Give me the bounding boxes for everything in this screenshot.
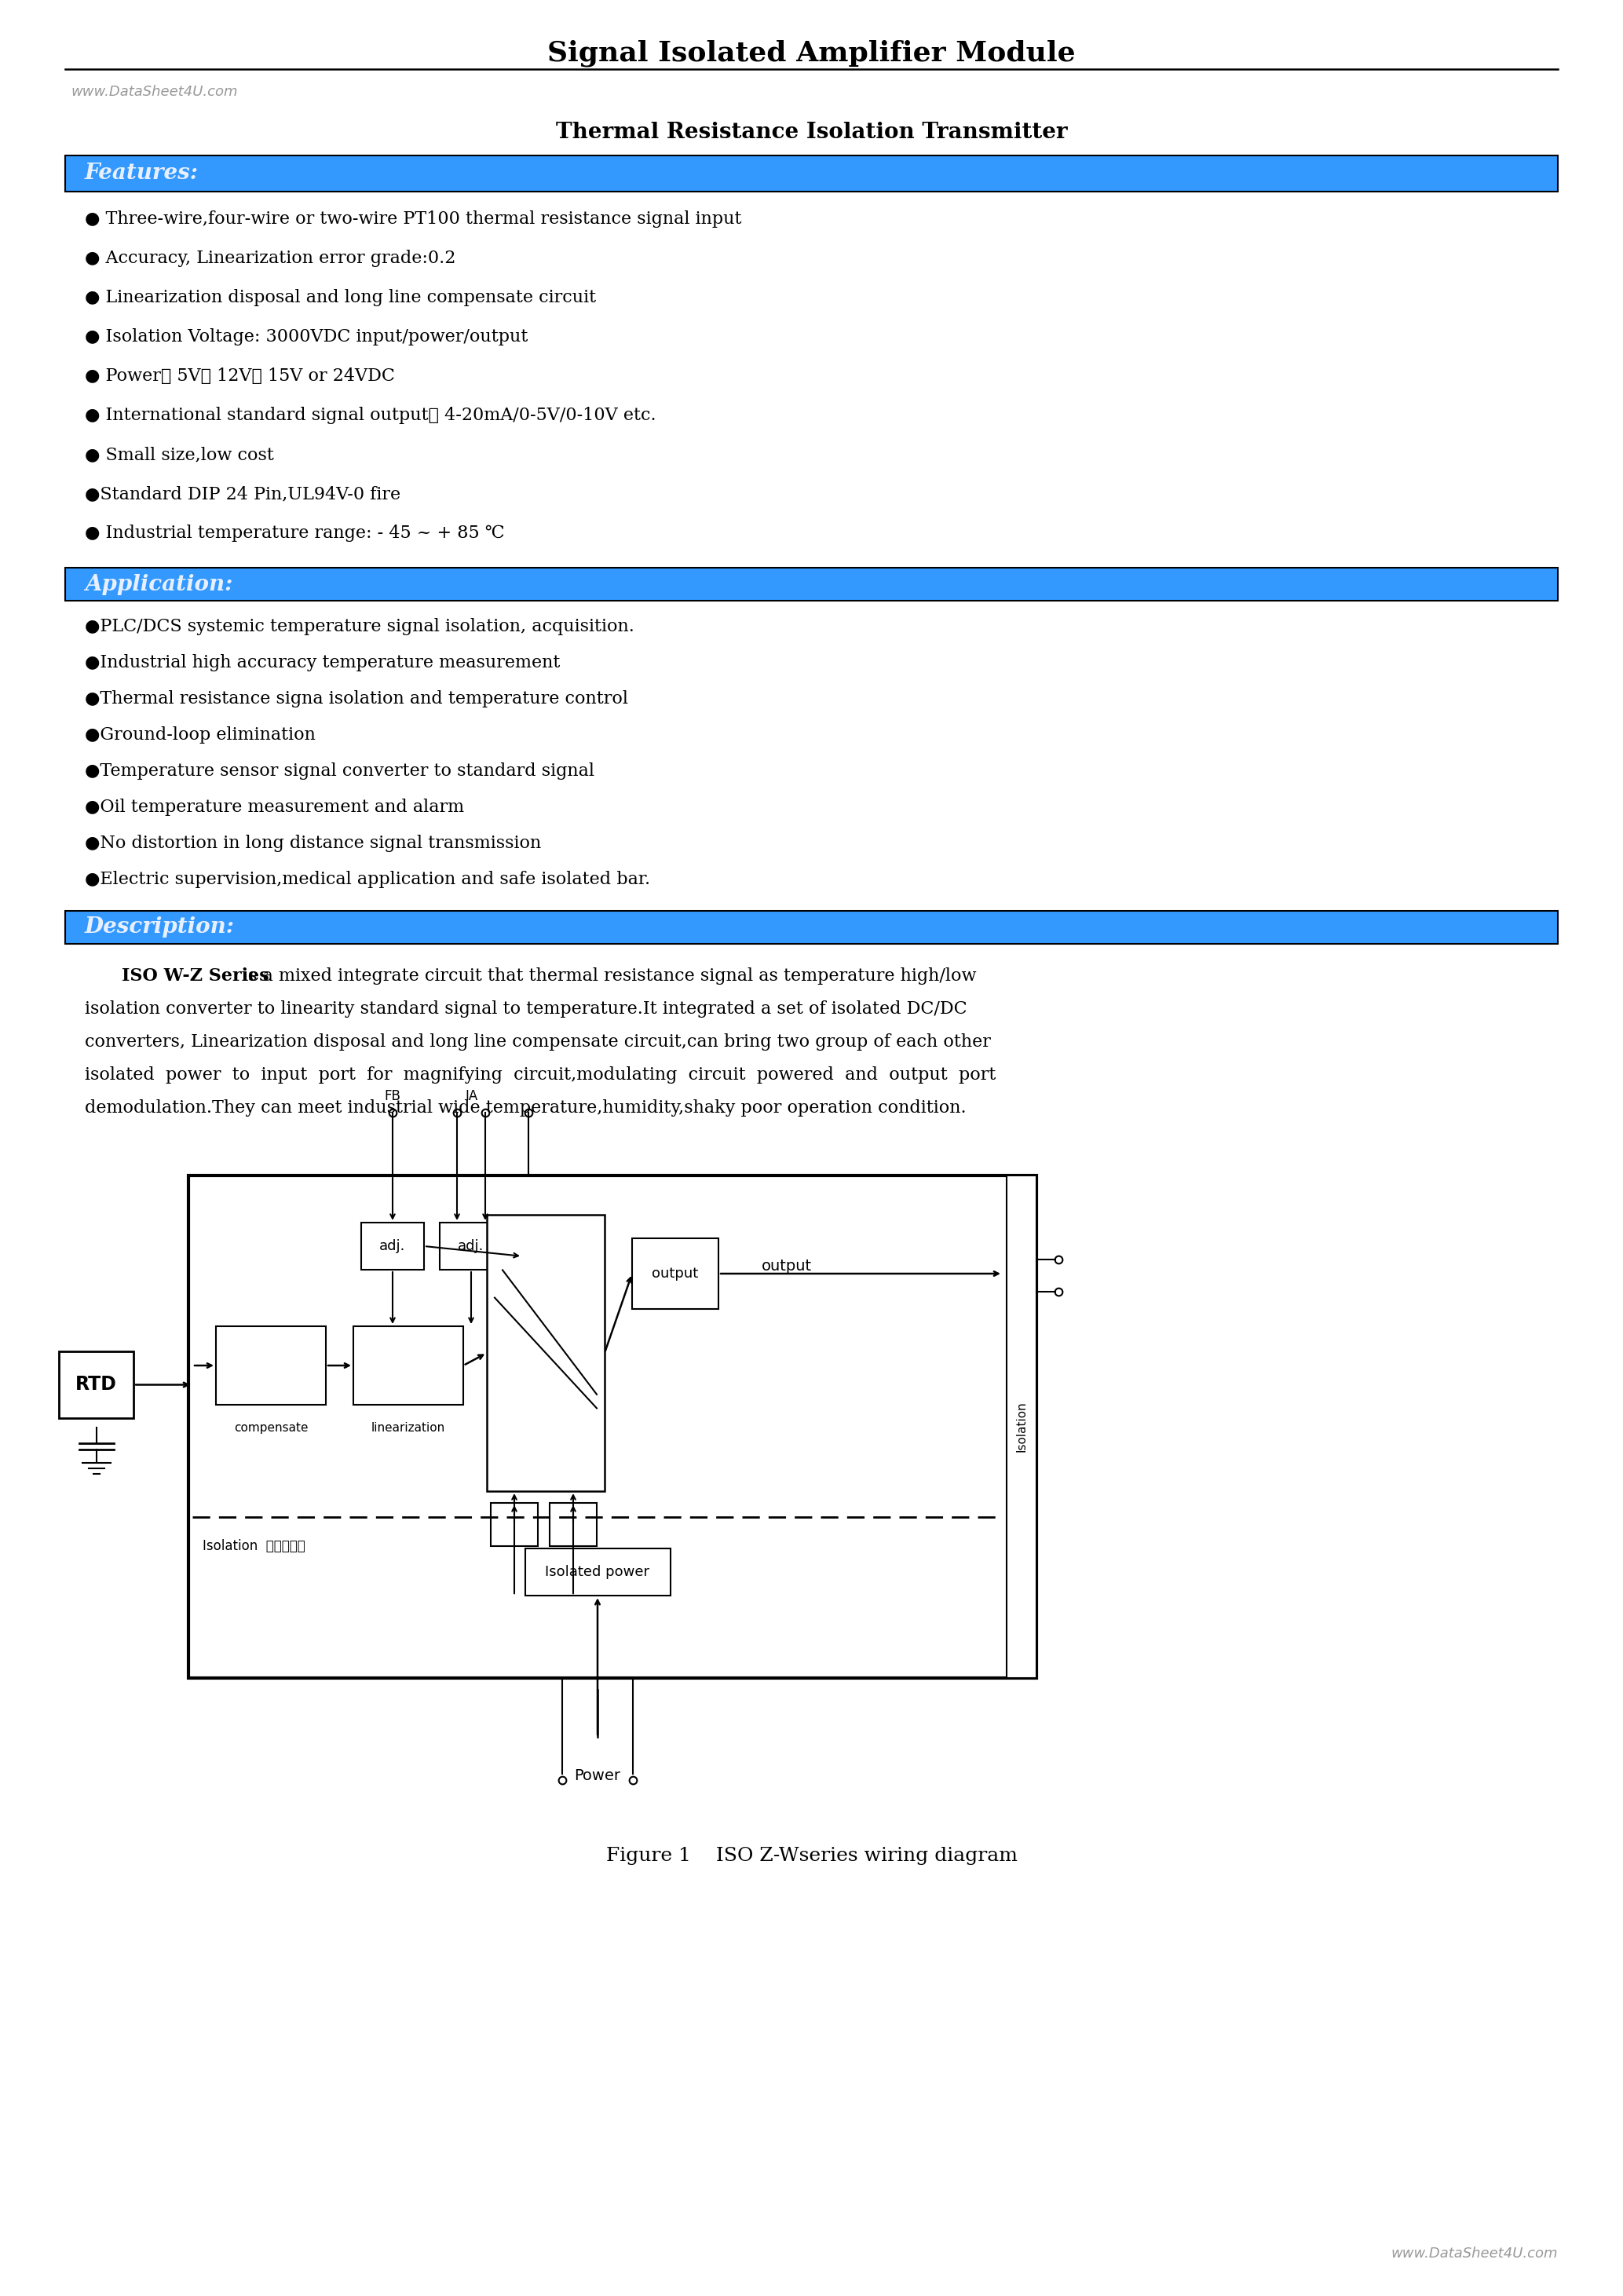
Text: Features:: Features:: [84, 163, 198, 184]
Text: FB: FB: [385, 1088, 401, 1104]
Text: www.DataSheet4U.com: www.DataSheet4U.com: [71, 85, 237, 99]
Text: Signal Isolated Amplifier Module: Signal Isolated Amplifier Module: [547, 39, 1076, 67]
Text: output: output: [652, 1267, 698, 1281]
Text: output: output: [761, 1258, 812, 1274]
Text: ● Linearization disposal and long line compensate circuit: ● Linearization disposal and long line c…: [84, 289, 596, 305]
Text: ●No distortion in long distance signal transmission: ●No distortion in long distance signal t…: [84, 836, 540, 852]
Text: ● Small size,low cost: ● Small size,low cost: [84, 445, 274, 464]
Text: Power: Power: [575, 1768, 620, 1784]
Bar: [524, 1548, 670, 1596]
Bar: [65, 567, 1558, 602]
Text: RTD: RTD: [75, 1375, 117, 1394]
Text: Application:: Application:: [84, 574, 232, 595]
Text: ●Electric supervision,medical application and safe isolated bar.: ●Electric supervision,medical applicatio…: [84, 870, 651, 889]
Bar: [440, 1221, 503, 1270]
Bar: [490, 1504, 537, 1545]
Text: Isolation  内部隔离带: Isolation 内部隔离带: [203, 1538, 305, 1554]
Text: IA: IA: [464, 1088, 477, 1104]
Text: ●Standard DIP 24 Pin,UL94V-0 fire: ●Standard DIP 24 Pin,UL94V-0 fire: [84, 484, 401, 503]
Bar: [58, 1352, 133, 1419]
Text: adj.: adj.: [458, 1240, 484, 1254]
Text: ●Temperature sensor signal converter to standard signal: ●Temperature sensor signal converter to …: [84, 762, 594, 781]
Bar: [188, 1176, 1037, 1678]
Text: Isolated power: Isolated power: [545, 1566, 649, 1580]
Text: converters, Linearization disposal and long line compensate circuit,can bring tw: converters, Linearization disposal and l…: [84, 1033, 990, 1052]
Text: Thermal Resistance Isolation Transmitter: Thermal Resistance Isolation Transmitter: [555, 122, 1068, 142]
Text: ●Thermal resistance signa isolation and temperature control: ●Thermal resistance signa isolation and …: [84, 691, 628, 707]
Text: ● Three-wire,four-wire or two-wire PT100 thermal resistance signal input: ● Three-wire,four-wire or two-wire PT100…: [84, 211, 742, 227]
Bar: [354, 1327, 463, 1405]
Text: ● International standard signal output： 4-20mA/0-5V/0-10V etc.: ● International standard signal output： …: [84, 406, 656, 425]
Bar: [631, 1238, 719, 1309]
Bar: [65, 156, 1558, 191]
Bar: [487, 1215, 605, 1490]
Text: Isolation: Isolation: [1016, 1401, 1027, 1451]
Text: ● Accuracy, Linearization error grade:0.2: ● Accuracy, Linearization error grade:0.…: [84, 250, 456, 266]
Text: compensate: compensate: [234, 1421, 308, 1433]
Text: Description:: Description:: [84, 916, 235, 939]
Text: adj.: adj.: [380, 1240, 406, 1254]
Text: ● Power： 5V、 12V、 15V or 24VDC: ● Power： 5V、 12V、 15V or 24VDC: [84, 367, 394, 386]
Bar: [216, 1327, 326, 1405]
Text: demodulation.They can meet industrial wide temperature,humidity,shaky poor opera: demodulation.They can meet industrial wi…: [84, 1100, 966, 1116]
Text: linearization: linearization: [372, 1421, 445, 1433]
Text: is a mixed integrate circuit that thermal resistance signal as temperature high/: is a mixed integrate circuit that therma…: [237, 967, 977, 985]
Bar: [1006, 1176, 1037, 1678]
Text: www.DataSheet4U.com: www.DataSheet4U.com: [1391, 2245, 1558, 2262]
Text: ●Industrial high accuracy temperature measurement: ●Industrial high accuracy temperature me…: [84, 654, 560, 670]
Text: ISO W-Z Series: ISO W-Z Series: [122, 967, 269, 985]
Text: ●Ground-loop elimination: ●Ground-loop elimination: [84, 726, 315, 744]
Text: ● Industrial temperature range: - 45 ~ + 85 ℃: ● Industrial temperature range: - 45 ~ +…: [84, 523, 505, 542]
Bar: [65, 912, 1558, 944]
Text: isolation converter to linearity standard signal to temperature.It integrated a : isolation converter to linearity standar…: [84, 1001, 967, 1017]
Text: ●PLC/DCS systemic temperature signal isolation, acquisition.: ●PLC/DCS systemic temperature signal iso…: [84, 618, 635, 636]
Text: isolated  power  to  input  port  for  magnifying  circuit,modulating  circuit  : isolated power to input port for magnify…: [84, 1065, 997, 1084]
Text: ●Oil temperature measurement and alarm: ●Oil temperature measurement and alarm: [84, 799, 464, 815]
Bar: [362, 1221, 424, 1270]
Bar: [550, 1504, 597, 1545]
Text: Figure 1    ISO Z-Wseries wiring diagram: Figure 1 ISO Z-Wseries wiring diagram: [605, 1846, 1018, 1864]
Text: ● Isolation Voltage: 3000VDC input/power/output: ● Isolation Voltage: 3000VDC input/power…: [84, 328, 527, 344]
